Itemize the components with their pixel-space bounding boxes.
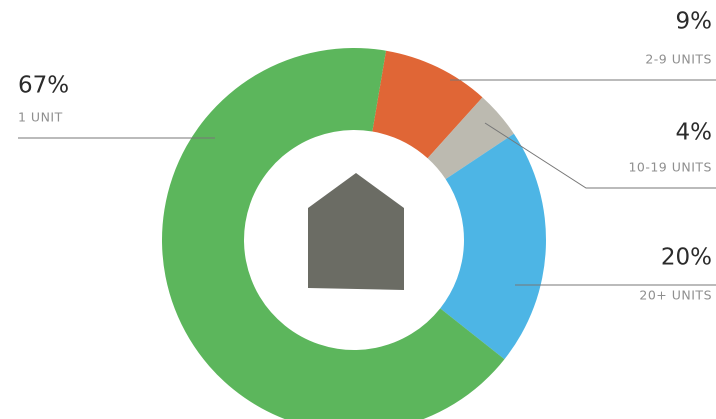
category-label: 10-19 UNITS xyxy=(628,160,712,175)
house-icon xyxy=(308,173,404,290)
leader-line xyxy=(484,122,716,189)
donut-segment xyxy=(372,50,483,159)
value-label: 67% xyxy=(18,73,69,99)
donut-segment xyxy=(427,97,514,180)
value-label: 4% xyxy=(676,120,713,146)
category-label: 20+ UNITS xyxy=(639,288,712,303)
donut xyxy=(162,48,547,419)
donut-segment xyxy=(440,133,547,360)
category-label: 2-9 UNITS xyxy=(645,52,712,67)
labels: 67% 1 UNIT 9% 2-9 UNITS 4% 10-19 UNITS 20% 20+ … xyxy=(18,9,716,303)
value-label: 9% xyxy=(676,9,713,35)
donut-segment xyxy=(162,48,505,419)
value-label: 20% xyxy=(661,245,712,271)
category-label: 1 UNIT xyxy=(18,110,63,125)
